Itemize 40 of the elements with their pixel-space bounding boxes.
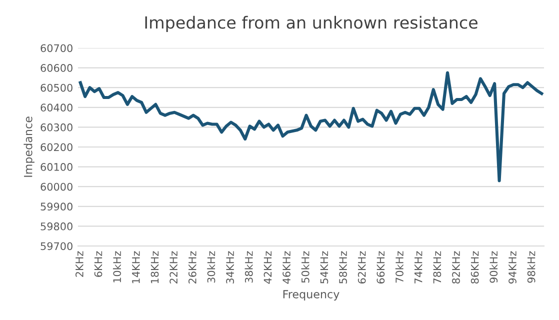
x-axis-title: Frequency	[283, 290, 340, 301]
x-tick-label: 58KHz	[339, 251, 347, 284]
x-tick-label: 66KHz	[376, 251, 385, 284]
x-tick-label: 78KHz	[433, 251, 442, 284]
x-tick-label: 18KHz	[150, 251, 159, 284]
y-tick-label: 60300	[40, 123, 72, 132]
x-tick-label: 30kHz	[207, 251, 216, 283]
x-tick-label: 94KHz	[508, 251, 516, 284]
y-tick-label: 59900	[40, 202, 72, 211]
x-tick-label: 82KHz	[452, 251, 460, 284]
x-tick-label: 50kHz	[301, 251, 310, 283]
y-tick-label: 60400	[40, 104, 72, 112]
y-tick-label: 59700	[40, 242, 72, 250]
y-tick-label: 60500	[40, 84, 72, 92]
x-tick-label: 70kHz	[395, 251, 404, 283]
x-tick-label: 86KHz	[470, 251, 479, 284]
y-tick-label: 59800	[40, 222, 72, 230]
x-tick-label: 10kHz	[112, 251, 122, 282]
x-tick-label: 2KHz	[75, 251, 84, 277]
y-tick-label: 60100	[40, 163, 72, 171]
y-tick-label: 60600	[40, 64, 72, 72]
x-tick-label: 26KHz	[188, 251, 196, 284]
x-tick-label: 54KHz	[320, 251, 328, 284]
x-tick-label: 34KHz	[226, 251, 234, 284]
x-tick-label: 74KHz	[414, 251, 422, 284]
y-axis-title: Impedance	[24, 116, 34, 177]
chart-title: Impedance from an unknown resistance	[145, 16, 478, 32]
x-tick-label: 62KHz	[358, 251, 366, 284]
x-tick-label: 46KHz	[282, 251, 290, 284]
y-tick-label: 60200	[40, 143, 72, 152]
x-tick-label: 6KHz	[94, 251, 102, 277]
x-tick-label: 14KHz	[132, 251, 140, 284]
line-series	[78, 71, 544, 182]
y-tick-label: 60700	[40, 44, 72, 52]
y-tick-label: 60000	[40, 182, 72, 191]
x-tick-label: 90kHz	[490, 251, 498, 283]
x-tick-label: 42KHz	[264, 251, 272, 284]
x-tick-label: 38kHz	[244, 251, 253, 283]
x-tick-label: 98kHz	[527, 251, 536, 283]
x-tick-label: 22KHz	[170, 251, 178, 284]
